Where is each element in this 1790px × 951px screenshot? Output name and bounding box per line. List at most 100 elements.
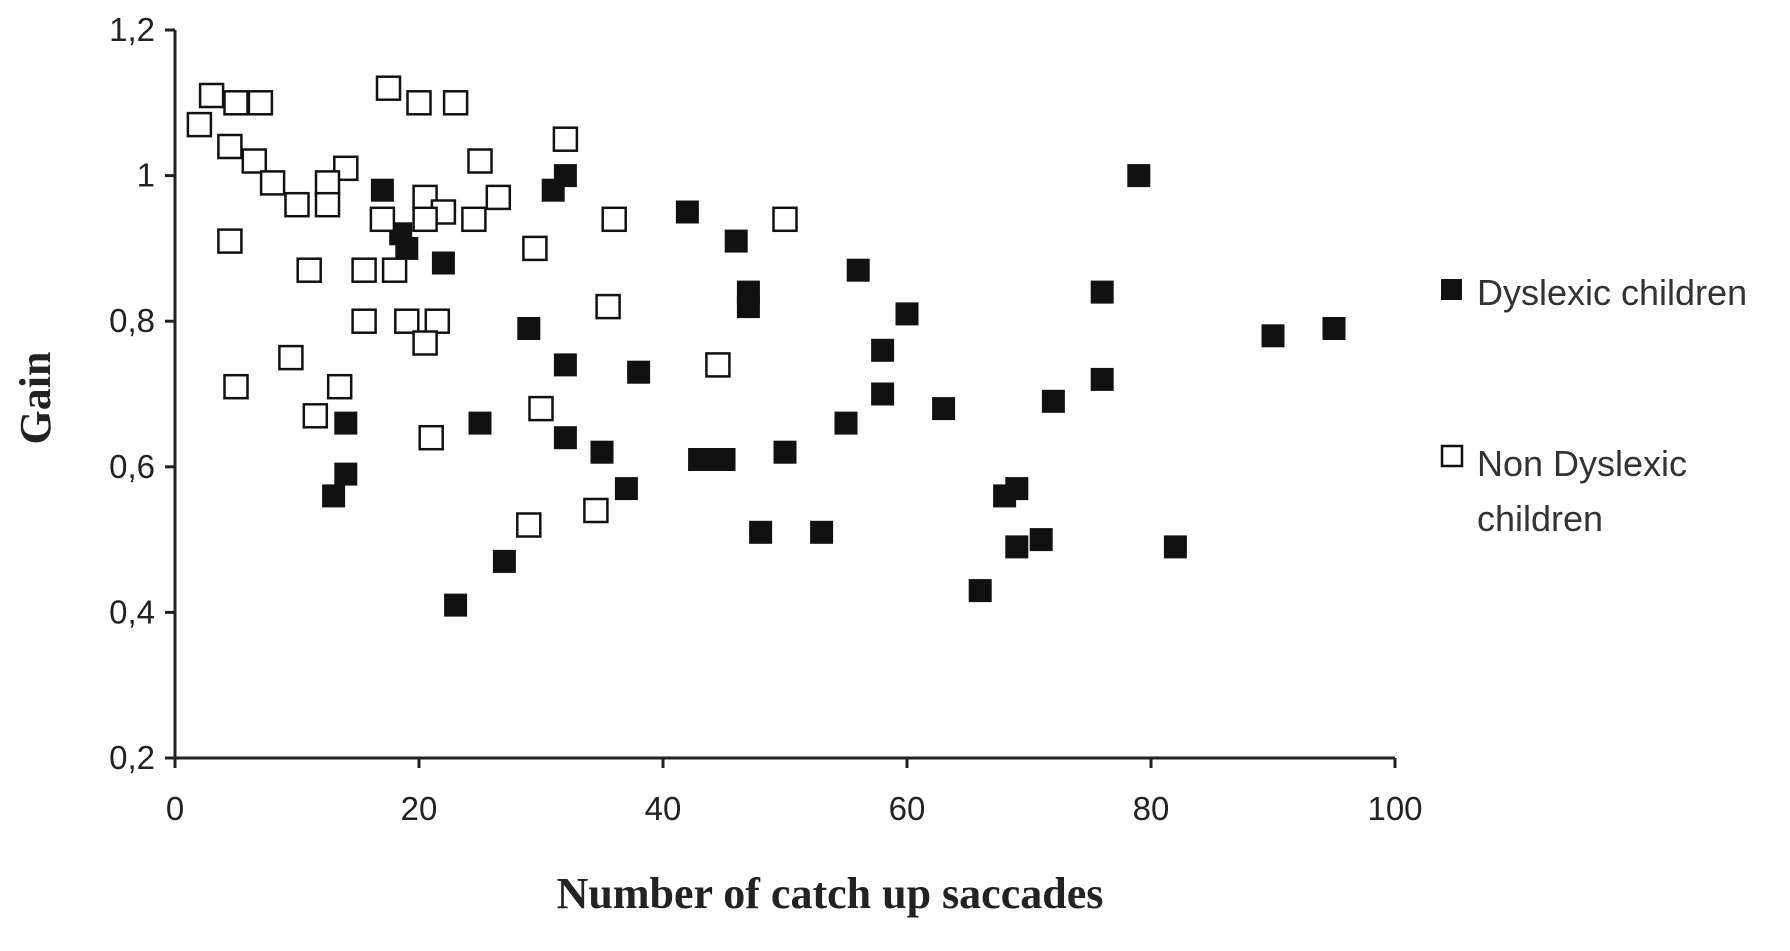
dyslexic-data-point: [444, 593, 468, 617]
legend-label-dyslexic: Dyslexic children: [1477, 272, 1747, 313]
dyslexic-data-point: [1005, 535, 1029, 559]
non-dyslexic-data-point: [461, 206, 487, 233]
dyslexic-data-point: [370, 178, 394, 202]
series-dyslexic: [322, 164, 1346, 617]
non-dyslexic-data-point: [259, 170, 286, 196]
non-dyslexic-data-point: [418, 424, 444, 451]
dyslexic-data-point: [492, 549, 516, 573]
y-tick-label: 1: [137, 157, 155, 194]
non-dyslexic-data-point: [442, 90, 469, 116]
dyslexic-data-point: [590, 440, 614, 464]
y-axis-title: Gain: [11, 352, 60, 445]
dyslexic-data-point: [322, 484, 346, 508]
non-dyslexic-data-point: [528, 395, 554, 422]
dyslexic-data-point: [846, 258, 870, 282]
dyslexic-data-point: [431, 251, 455, 275]
non-dyslexic-data-point: [412, 206, 438, 233]
dyslexic-data-point: [968, 579, 992, 603]
non-dyslexic-data-point: [326, 373, 353, 400]
non-dyslexic-data-point: [705, 352, 731, 378]
dyslexic-data-point: [1261, 324, 1285, 348]
dyslexic-data-point: [1127, 164, 1151, 188]
dyslexic-data-point: [871, 382, 895, 406]
non-dyslexic-data-point: [595, 293, 621, 320]
non-dyslexic-data-point: [223, 373, 249, 400]
dyslexic-data-point: [553, 353, 577, 377]
dyslexic-data-point: [553, 426, 577, 450]
non-dyslexic-data-point: [375, 75, 402, 101]
non-dyslexic-data-point: [424, 308, 451, 334]
non-dyslexic-data-point: [381, 257, 408, 283]
non-dyslexic-data-point: [198, 82, 225, 109]
series-non-dyslexic: [186, 75, 798, 538]
non-dyslexic-data-point: [369, 206, 396, 233]
non-dyslexic-data-point: [217, 133, 243, 160]
y-tick-label: 0,2: [109, 739, 155, 776]
dyslexic-data-point: [1041, 389, 1065, 413]
non-dyslexic-data-point: [186, 111, 213, 138]
non-dyslexic-data-point: [601, 206, 627, 233]
x-tick-label: 80: [1133, 790, 1170, 827]
dyslexic-data-point: [1005, 477, 1029, 501]
dyslexic-data-point: [834, 411, 858, 435]
dyslexic-data-point: [1322, 317, 1346, 340]
x-tick-label: 100: [1367, 790, 1422, 827]
dyslexic-data-point: [1163, 535, 1187, 559]
x-tick-label: 0: [166, 790, 184, 827]
dyslexic-data-point: [724, 229, 748, 253]
legend-marker-dyslexic: [1441, 279, 1462, 300]
non-dyslexic-data-point: [296, 257, 322, 283]
dyslexic-data-point: [553, 164, 577, 188]
non-dyslexic-data-point: [241, 148, 268, 174]
dyslexic-data-point: [334, 462, 358, 486]
non-dyslexic-data-point: [278, 344, 304, 371]
non-dyslexic-data-point: [302, 403, 329, 429]
dyslexic-data-point: [1029, 528, 1053, 552]
dyslexic-data-point: [334, 411, 358, 435]
x-tick-label: 60: [889, 790, 926, 827]
dyslexic-data-point: [675, 200, 699, 224]
non-dyslexic-data-point: [516, 512, 542, 538]
dyslexic-data-point: [627, 360, 651, 384]
dyslexic-data-point: [810, 520, 834, 544]
non-dyslexic-data-point: [552, 126, 579, 152]
non-dyslexic-data-point: [406, 90, 432, 116]
dyslexic-data-point: [712, 448, 736, 471]
non-dyslexic-data-point: [485, 184, 512, 211]
x-axis-title: Number of catch up saccades: [557, 869, 1104, 918]
legend-label-non-dyslexic-line2: children: [1477, 498, 1603, 539]
non-dyslexic-data-point: [284, 191, 310, 218]
dyslexic-data-point: [468, 411, 492, 435]
dyslexic-data-point: [736, 295, 760, 319]
dyslexic-data-point: [895, 302, 919, 326]
dyslexic-data-point: [871, 338, 895, 362]
legend-marker-non-dyslexic: [1440, 444, 1464, 468]
non-dyslexic-data-point: [351, 308, 377, 334]
dyslexic-data-point: [1090, 367, 1114, 391]
dyslexic-data-point: [517, 317, 541, 340]
x-axis-ticks: 0 20 40 60 80 100: [166, 758, 1423, 827]
legend-label-non-dyslexic-line1: Non Dyslexic: [1477, 443, 1687, 484]
dyslexic-data-point: [614, 477, 638, 501]
non-dyslexic-data-point: [394, 308, 420, 334]
dyslexic-data-point: [749, 520, 773, 544]
non-dyslexic-data-point: [522, 235, 548, 262]
y-tick-label: 1,2: [109, 11, 155, 48]
dyslexic-data-point: [932, 397, 956, 421]
non-dyslexic-data-point: [247, 90, 274, 116]
x-tick-label: 20: [401, 790, 438, 827]
y-tick-label: 0,6: [109, 448, 155, 485]
dyslexic-data-point: [1090, 280, 1114, 304]
non-dyslexic-data-point: [467, 148, 493, 174]
non-dyslexic-data-point: [412, 330, 438, 356]
non-dyslexic-data-point: [351, 257, 377, 283]
non-dyslexic-data-point: [314, 170, 341, 196]
non-dyslexic-data-point: [772, 206, 798, 233]
non-dyslexic-data-point: [223, 90, 249, 116]
y-tick-label: 0,8: [109, 302, 155, 339]
y-axis-ticks: 0,2 0,4 0,6 0,8 1 1,2: [109, 11, 175, 776]
y-tick-label: 0,4: [109, 593, 155, 630]
dyslexic-data-point: [395, 236, 419, 260]
dyslexic-data-point: [773, 440, 797, 464]
x-tick-label: 40: [645, 790, 682, 827]
